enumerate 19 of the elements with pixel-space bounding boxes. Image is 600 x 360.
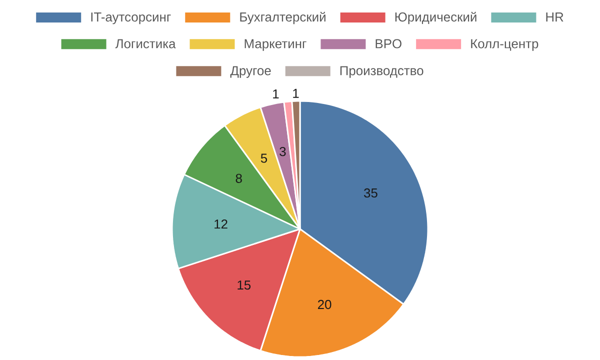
legend-label: Юридический bbox=[395, 12, 476, 24]
legend-label: IT-аутсорсинг bbox=[91, 12, 171, 24]
legend-label: Колл-центр bbox=[471, 39, 538, 51]
legend-label: Логистика bbox=[115, 39, 176, 48]
data-label: 35 bbox=[364, 188, 378, 198]
data-label: 15 bbox=[238, 280, 251, 290]
data-label: 5 bbox=[260, 154, 268, 163]
data-label: 3 bbox=[280, 146, 286, 156]
data-label: 8 bbox=[236, 174, 242, 183]
data-label: 1 bbox=[293, 88, 299, 98]
data-label: 1 bbox=[273, 89, 279, 98]
legend-label: Маркетинг bbox=[244, 39, 306, 51]
legend-label: Бухгалтерский bbox=[240, 12, 326, 24]
legend-label: BPO bbox=[376, 39, 402, 48]
legend-label: Производство bbox=[340, 66, 424, 78]
data-label: 20 bbox=[318, 300, 332, 310]
data-label: 12 bbox=[214, 219, 228, 229]
legend-label: Другое bbox=[230, 66, 271, 78]
legend-label: HR bbox=[546, 12, 564, 22]
